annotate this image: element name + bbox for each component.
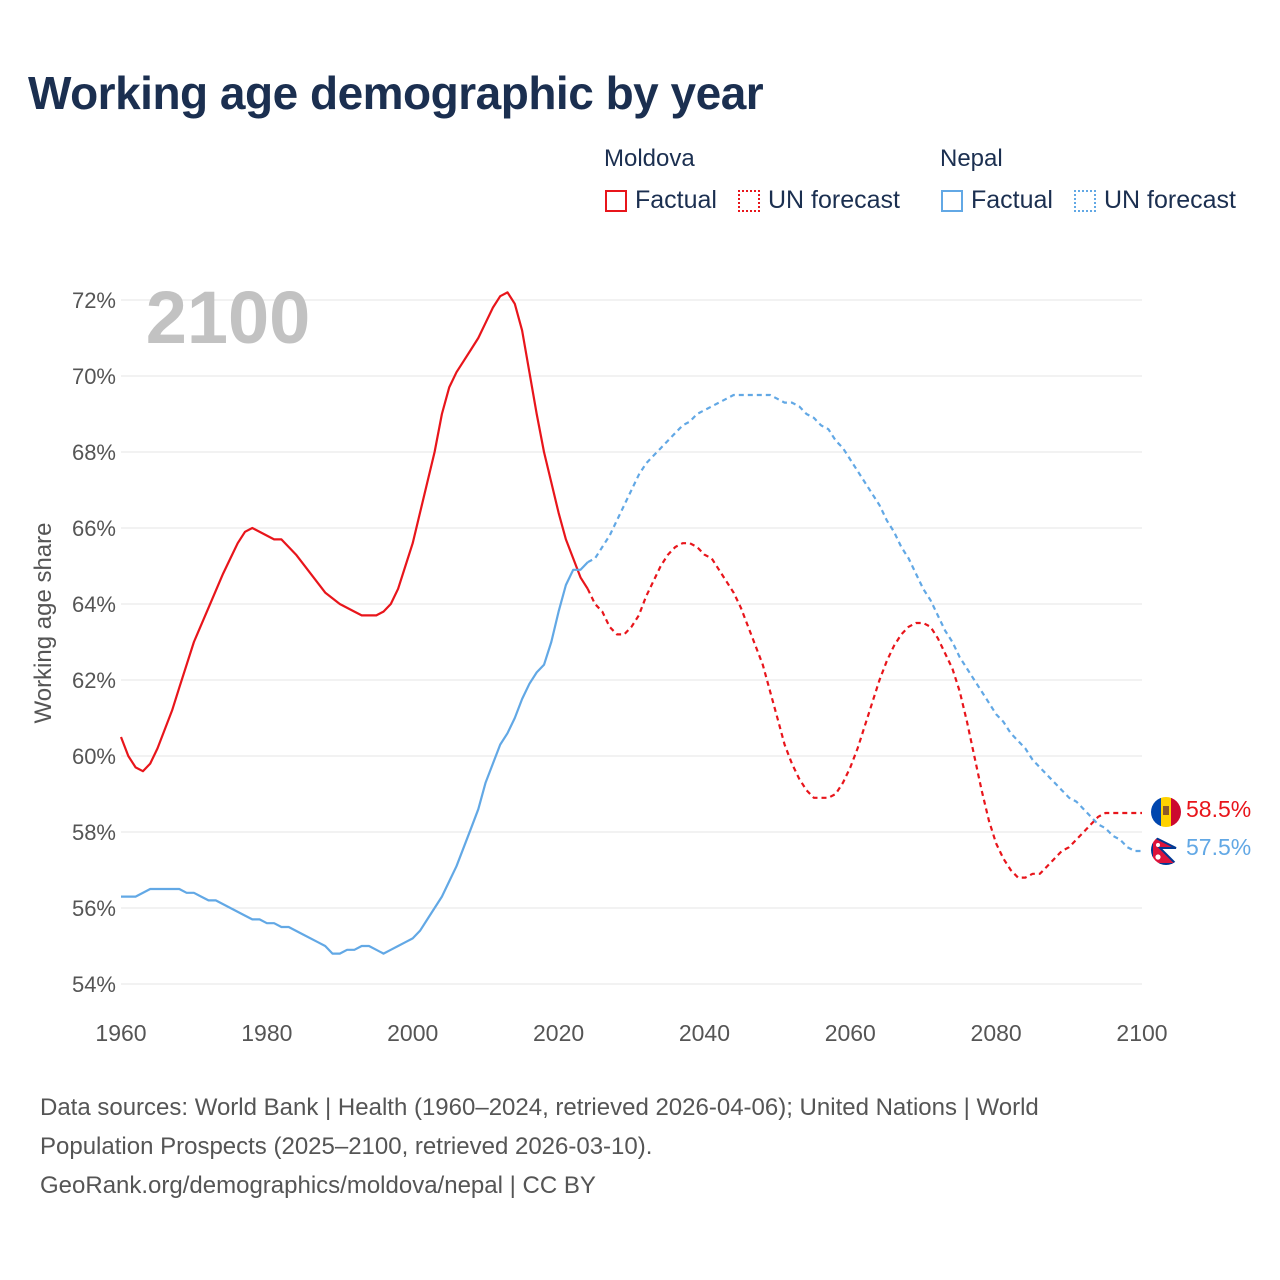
legend-moldova-forecast[interactable]: UN forecast [738,186,900,215]
x-tick-label: 2040 [679,1020,730,1046]
legend-nepal-factual-label: Factual [971,186,1053,214]
sources-line-1: Data sources: World Bank | Health (1960–… [40,1094,1039,1121]
y-tick-label: 68% [72,440,116,465]
moldova-factual-line [119,291,589,773]
legend-nepal-factual-swatch [941,189,963,212]
moldova-end-label: 58.5% [1186,796,1251,822]
legend-nepal-forecast-swatch [1074,189,1096,212]
y-tick-label: 70% [72,364,116,389]
x-tick-label: 2020 [533,1020,584,1046]
y-tick-label: 62% [72,668,116,693]
nepal-end-label: 57.5% [1186,834,1251,860]
y-tick-label: 56% [72,896,116,921]
legend-moldova-factual-label: Factual [635,186,717,214]
legend-nepal-title: Nepal [940,145,1003,172]
sources-line-3[interactable]: GeoRank.org/demographics/moldova/nepal |… [40,1172,596,1199]
x-tick-label: 2000 [387,1020,438,1046]
legend-nepal-factual[interactable]: Factual [941,186,1053,215]
x-tick-label: 2080 [971,1020,1022,1046]
y-tick-label: 60% [72,744,116,769]
legend-nepal-forecast[interactable]: UN forecast [1074,186,1236,215]
x-tick-label: 1960 [95,1020,146,1046]
y-tick-label: 54% [72,972,116,997]
legend-moldova-forecast-label: UN forecast [768,186,900,214]
moldova-flag-icon [1151,797,1181,827]
data-sources: Data sources: World Bank | Health (1960–… [40,1088,1220,1205]
legend-moldova-factual[interactable]: Factual [605,186,717,215]
x-tick-label: 2100 [1116,1020,1167,1046]
y-axis-label: Working age share [30,523,57,724]
y-tick-label: 66% [72,516,116,541]
chart-title: Working age demographic by year [28,67,764,119]
y-tick-label: 58% [72,820,116,845]
sources-line-2: Population Prospects (2025–2100, retriev… [40,1133,653,1160]
legend-moldova-title: Moldova [604,145,695,172]
year-watermark: 2100 [146,276,311,359]
moldova-forecast-line [586,542,1142,879]
legend-moldova-forecast-swatch [738,189,760,212]
nepal-flag-icon [1151,835,1181,865]
y-tick-label: 64% [72,592,116,617]
legend-moldova-factual-swatch [605,189,627,212]
y-tick-label: 72% [72,288,116,313]
x-tick-label: 1980 [241,1020,292,1046]
line-chart: 2100 54% 56% 58% 60% 62% 64% 66% 68% 70% 72% 1960… [30,276,1251,1046]
nepal-forecast-line [587,393,1142,853]
nepal-factual-line [121,561,589,955]
x-tick-label: 2060 [825,1020,876,1046]
legend-nepal-forecast-label: UN forecast [1104,186,1236,214]
